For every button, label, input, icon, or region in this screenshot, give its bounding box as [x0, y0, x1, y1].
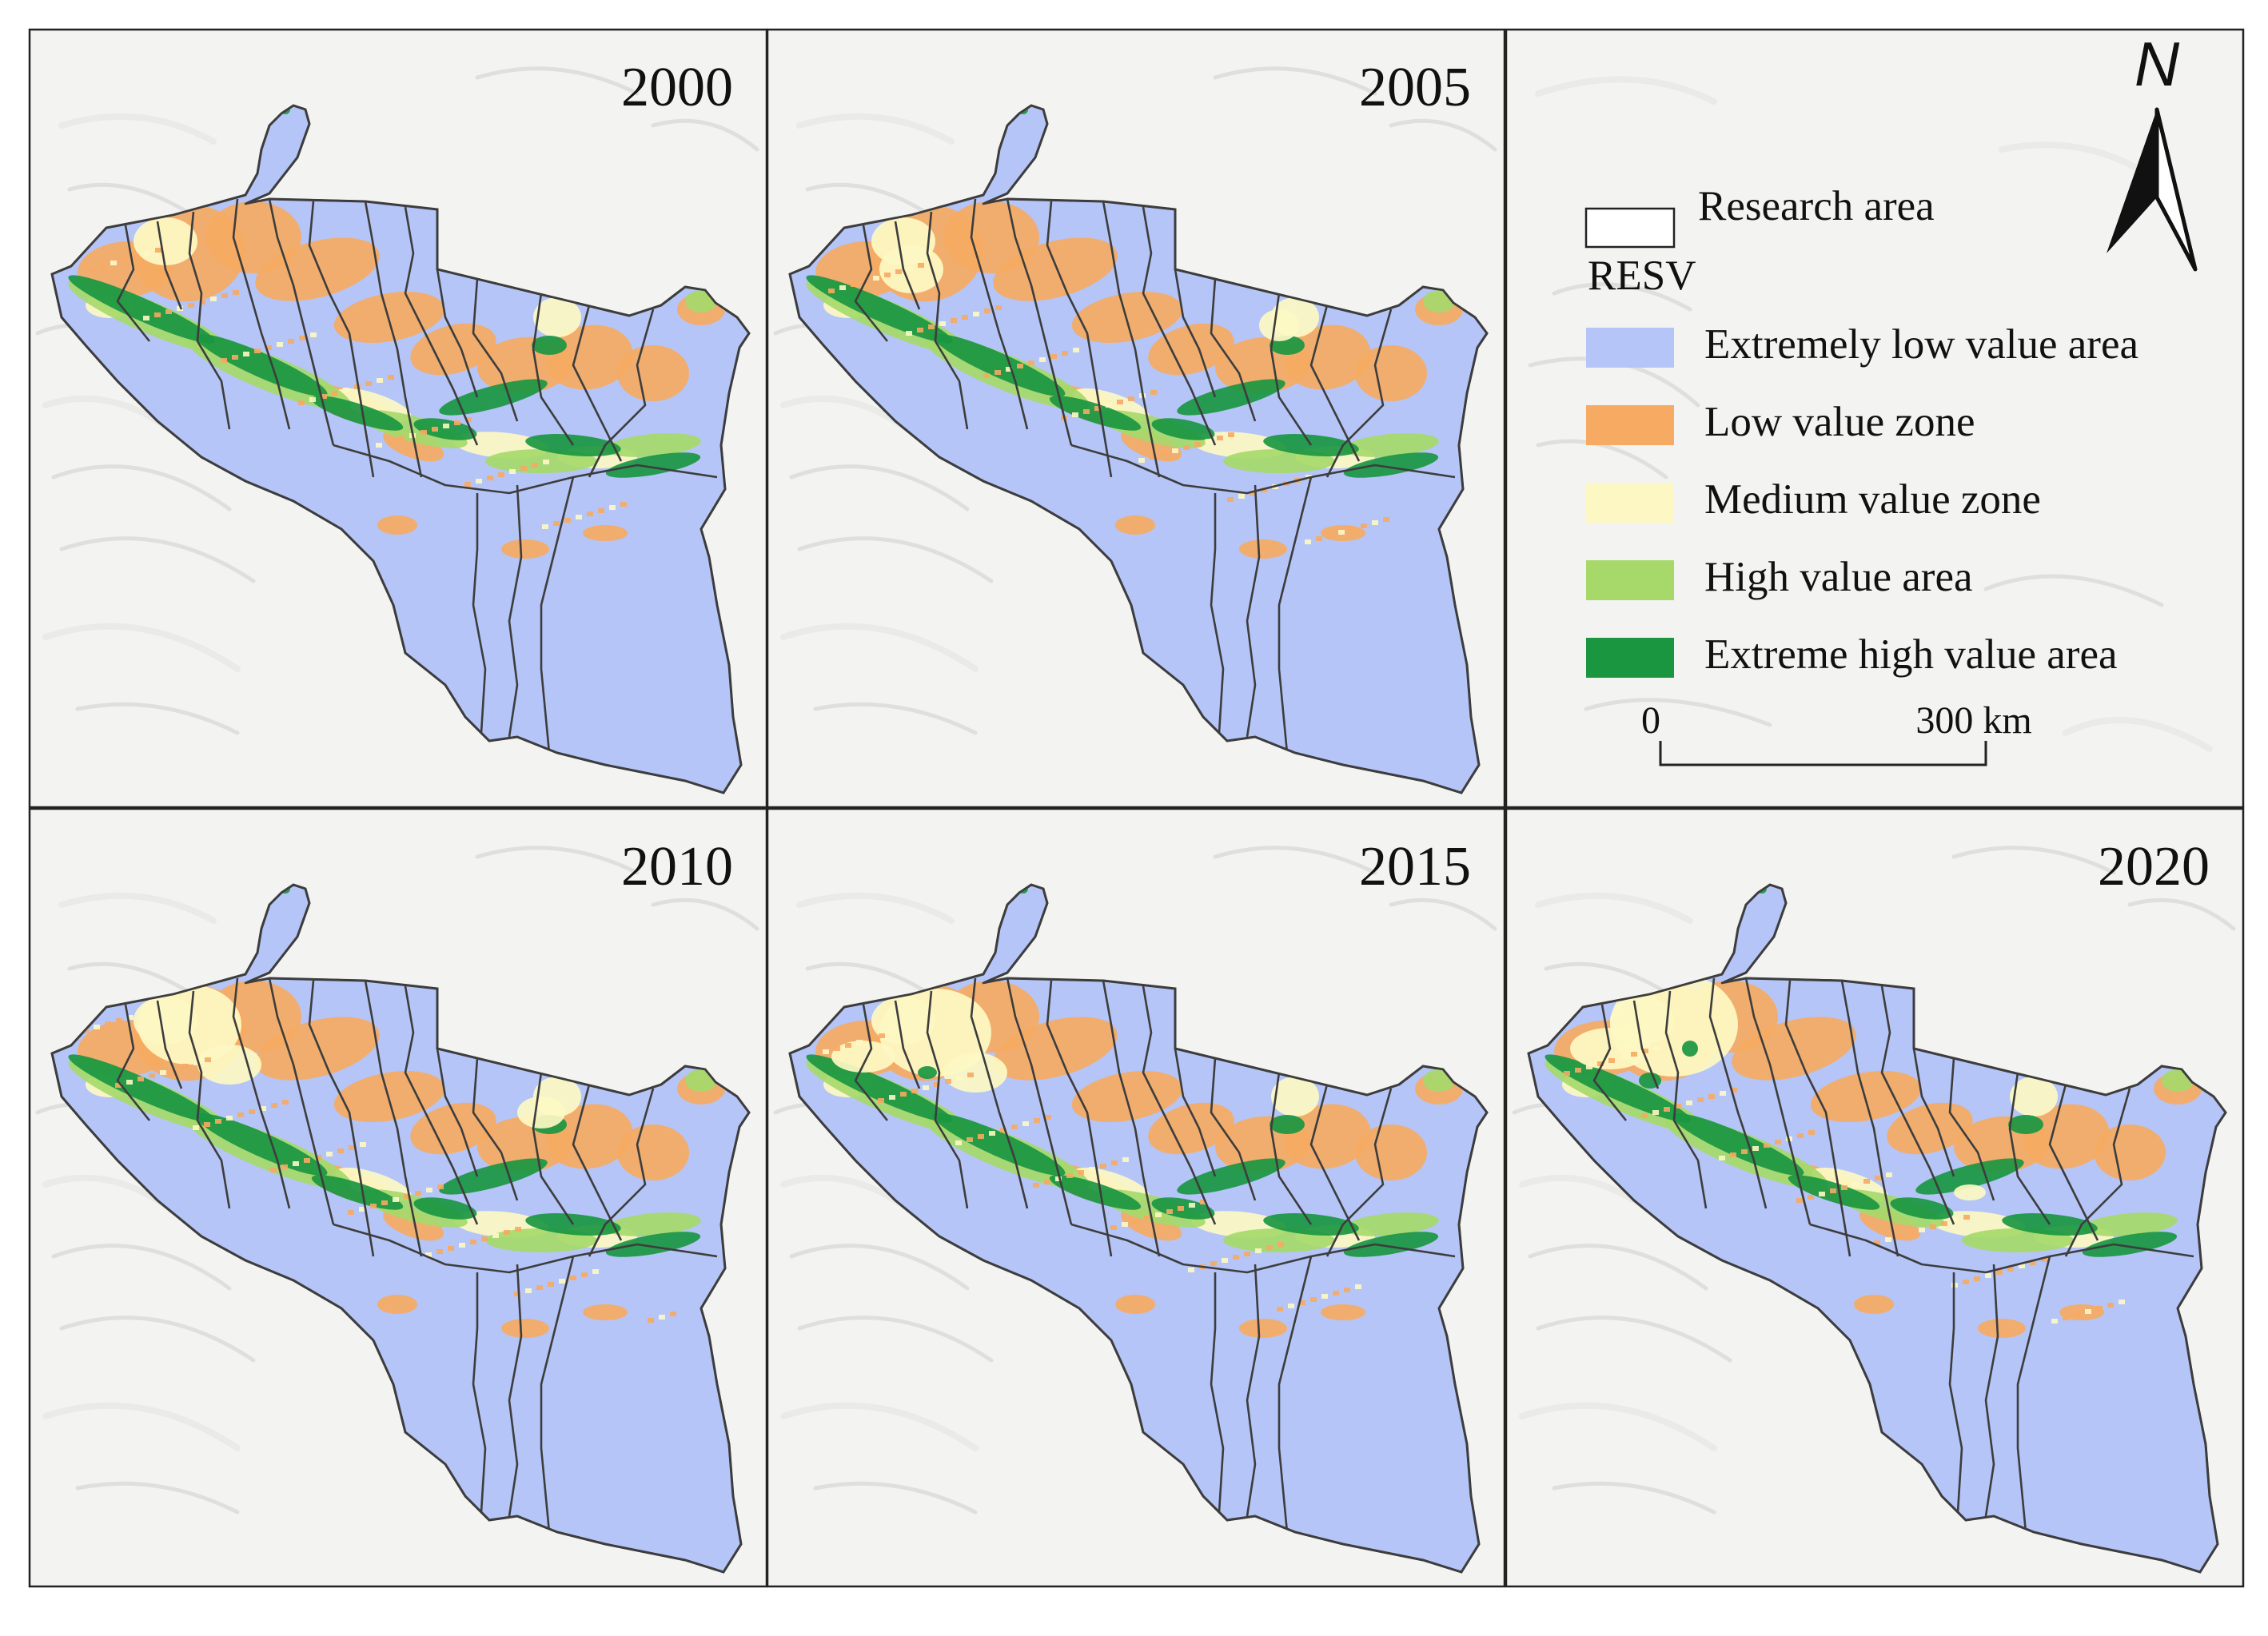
legend-swatch	[1586, 328, 1674, 368]
scale-bar-end-label: 300 km	[1915, 699, 2031, 742]
hillshade-relief	[1512, 846, 2236, 1515]
panel-frame	[766, 807, 1506, 1588]
legend-swatch	[1586, 560, 1674, 600]
north-arrow-letter: N	[2134, 29, 2180, 99]
scale-bar-line	[1659, 741, 1987, 766]
hillshade-relief	[35, 846, 759, 1515]
map-panel-2015: 2015	[766, 807, 1506, 1588]
research-area-label: Research area	[1698, 183, 1935, 229]
map-panels: 2000 2005 2010 2015 2020	[28, 28, 2245, 1588]
map-panel-2020: 2020	[1505, 807, 2245, 1588]
county-boundaries	[116, 977, 718, 1533]
panel-year-label: 2000	[621, 57, 733, 118]
county-boundaries	[854, 977, 1456, 1533]
legend-label: Extremely low value area	[1704, 321, 2138, 368]
value-zones	[68, 105, 725, 613]
map-panel-2010: 2010	[28, 807, 768, 1588]
legend-frame	[1505, 28, 2245, 809]
legend-label: Medium value zone	[1704, 476, 2041, 523]
legend-swatch	[1586, 405, 1674, 445]
panel-frame	[766, 28, 1506, 809]
legend-label: High value area	[1704, 554, 1973, 600]
legend-title: RESV	[1588, 253, 1696, 299]
county-boundaries	[1592, 977, 2194, 1533]
county-boundaries	[854, 198, 1456, 754]
county-boundaries	[116, 198, 718, 754]
hillshade-relief	[35, 66, 759, 735]
scale-bar: 0 300 km	[1641, 699, 2032, 766]
research-area-symbol	[1584, 207, 1676, 249]
panel-year-label: 2005	[1359, 57, 1471, 118]
panel-year-label: 2015	[1359, 836, 1471, 898]
legend-classes: Extremely low value area Low value zone Me…	[1586, 321, 2138, 678]
legend-label: Extreme high value area	[1704, 631, 2118, 678]
scale-bar-start-label: 0	[1641, 699, 1660, 742]
panel-year-label: 2010	[621, 836, 733, 898]
legend-swatch	[1586, 638, 1674, 678]
north-arrow-icon: N	[2107, 29, 2198, 272]
value-zones	[1545, 885, 2202, 1392]
panel-year-label: 2020	[2098, 836, 2210, 898]
legend-swatch	[1586, 483, 1674, 523]
panel-frame	[1505, 807, 2245, 1588]
map-panel-2000: 2000	[28, 28, 768, 809]
legend-panel: Research area RESV Extremely low value a…	[1505, 28, 2245, 809]
map-panel-2005: 2005	[766, 28, 1506, 809]
legend-label: Low value zone	[1704, 399, 1975, 445]
